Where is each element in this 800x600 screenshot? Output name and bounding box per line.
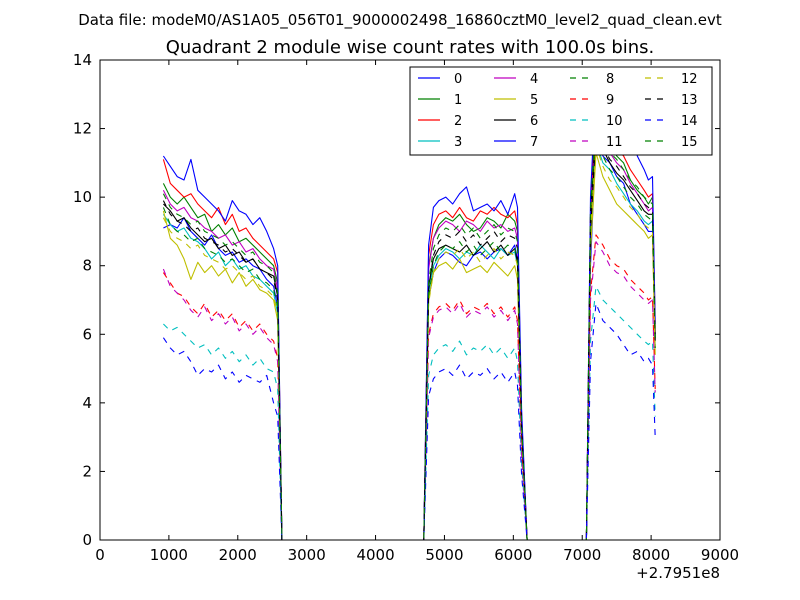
legend-label-7: 7 xyxy=(530,135,538,150)
y-tick-label: 12 xyxy=(73,120,92,138)
legend-label-14: 14 xyxy=(681,114,698,129)
legend-box xyxy=(409,66,713,156)
ticks-layer: 0 1000 2000 3000 4000 5000 6000 7000 8000 9000 0 2 4… xyxy=(73,51,739,564)
legend-label-4: 4 xyxy=(530,72,538,87)
series-line-0 xyxy=(163,134,656,541)
legend-label-13: 13 xyxy=(681,93,698,108)
y-tick-label: 8 xyxy=(82,257,92,275)
legend-label-0: 0 xyxy=(454,72,462,87)
series-line-12 xyxy=(162,145,656,541)
legend-label-8: 8 xyxy=(606,72,614,87)
x-tick-label: 5000 xyxy=(425,546,463,564)
series-line-15 xyxy=(162,117,656,541)
series-line-11 xyxy=(162,241,656,541)
legend-label-12: 12 xyxy=(681,72,698,87)
series-layer xyxy=(162,80,656,541)
chart-title: Quadrant 2 module wise count rates with … xyxy=(166,37,655,58)
series-line-4 xyxy=(162,121,656,541)
plot-frame xyxy=(99,59,721,541)
x-tick-label: 3000 xyxy=(288,546,326,564)
y-tick-label: 4 xyxy=(82,394,92,412)
series-line-3 xyxy=(162,141,656,541)
x-tick-label: 0 xyxy=(95,546,105,564)
x-tick-label: 2000 xyxy=(219,546,257,564)
x-tick-label: 9000 xyxy=(701,546,739,564)
legend-label-1: 1 xyxy=(454,93,462,108)
series-line-9 xyxy=(162,234,656,541)
series-line-10 xyxy=(163,285,656,541)
y-tick-label: 6 xyxy=(82,325,92,343)
x-offset-text: +2.7951e8 xyxy=(636,564,720,582)
legend-label-10: 10 xyxy=(606,114,623,129)
legend-label-2: 2 xyxy=(454,114,462,129)
x-tick-label: 7000 xyxy=(563,546,601,564)
x-tick-label: 8000 xyxy=(632,546,670,564)
y-tick-label: 0 xyxy=(82,531,92,549)
y-tick-label: 2 xyxy=(82,462,92,480)
y-tick-label: 10 xyxy=(73,188,92,206)
legend-label-6: 6 xyxy=(530,114,538,129)
series-line-1 xyxy=(162,110,656,541)
x-tick-label: 1000 xyxy=(150,546,188,564)
legend-label-15: 15 xyxy=(681,135,698,150)
series-line-8 xyxy=(162,134,656,541)
series-line-14 xyxy=(162,302,656,541)
x-tick-label: 4000 xyxy=(356,546,394,564)
y-tick-label: 14 xyxy=(73,51,92,69)
chart-suptitle: Data file: modeM0/AS1A05_056T01_90000024… xyxy=(78,11,722,30)
legend-label-11: 11 xyxy=(606,135,623,150)
x-tick-label: 6000 xyxy=(494,546,532,564)
series-line-6 xyxy=(163,131,656,541)
series-line-5 xyxy=(162,152,656,541)
legend-label-9: 9 xyxy=(606,93,614,108)
series-line-2 xyxy=(162,97,656,541)
series-line-13 xyxy=(162,124,656,541)
legend-label-5: 5 xyxy=(530,93,538,108)
legend-label-3: 3 xyxy=(454,135,462,150)
